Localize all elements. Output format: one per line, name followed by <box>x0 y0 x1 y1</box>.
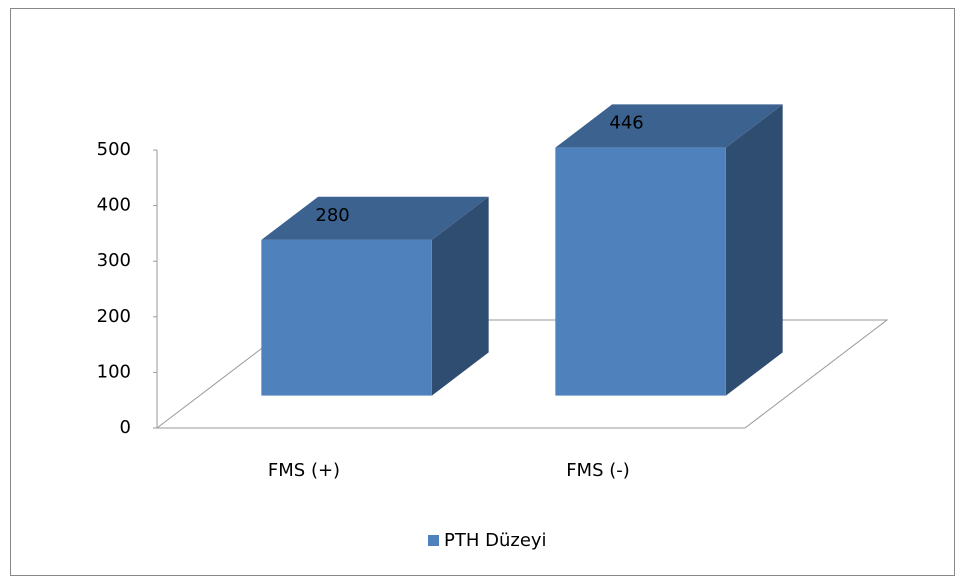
floor <box>155 319 889 429</box>
y-tick-label: 500 <box>97 139 131 160</box>
bar-top <box>261 196 489 240</box>
y-tick-label: 300 <box>97 250 131 271</box>
bar-side <box>431 196 489 396</box>
x-tick-label: FMS (-) <box>566 460 630 481</box>
y-tick-label: 0 <box>120 417 131 438</box>
y-tick-label: 200 <box>97 306 131 327</box>
x-tick-label: FMS (+) <box>268 460 340 481</box>
bar <box>555 147 726 396</box>
bar-side <box>725 104 783 396</box>
legend-swatch <box>428 535 439 546</box>
y-tick-label: 400 <box>97 195 131 216</box>
y-tick-label: 100 <box>97 361 131 382</box>
data-label: 280 <box>315 205 349 226</box>
data-label: 446 <box>609 113 643 134</box>
bar-top <box>555 104 783 148</box>
bar <box>261 239 432 396</box>
legend-label: PTH Düzeyi <box>444 530 547 551</box>
